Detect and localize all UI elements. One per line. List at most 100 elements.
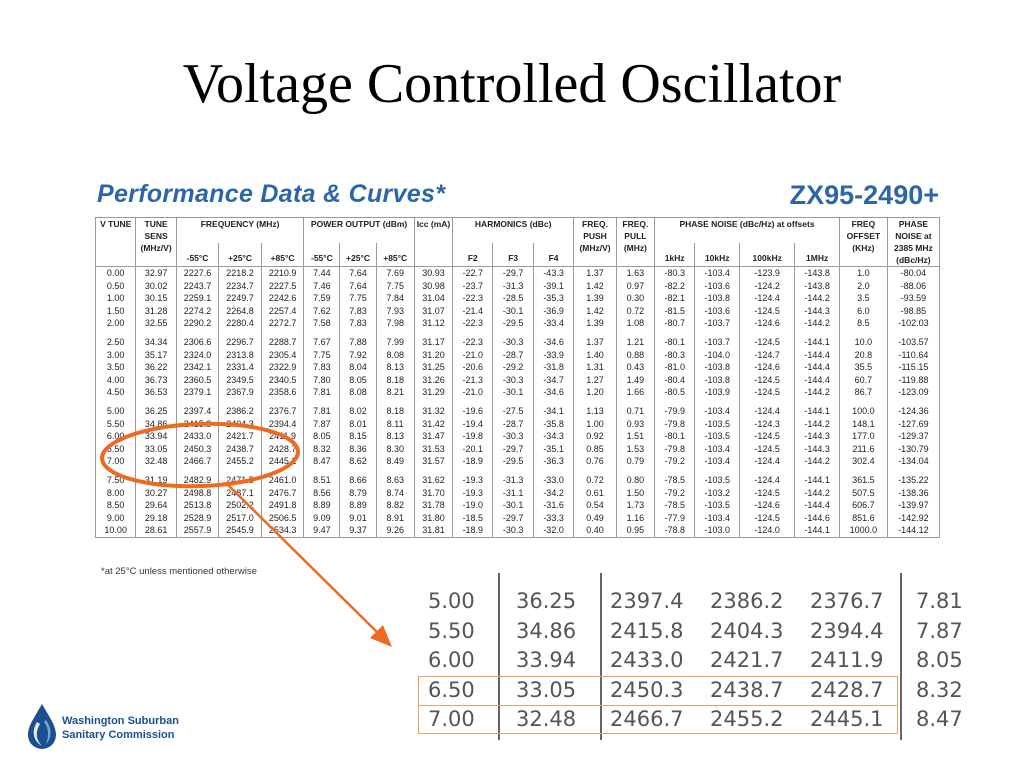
table-cell: 1.21 — [615, 329, 656, 349]
table-cell: -21.3 — [452, 373, 494, 387]
zoom-cell: 2455.2 — [710, 707, 784, 731]
table-cell: 2404.3 — [218, 417, 262, 431]
table-cell: -115.15 — [886, 361, 941, 374]
table-cell: 2324.0 — [175, 348, 220, 362]
table-cell: 9.00 — [94, 511, 137, 525]
table-cell: -144.6 — [794, 511, 840, 525]
zoom-cell: 2411.9 — [810, 648, 884, 672]
table-cell: -143.8 — [794, 279, 840, 293]
table-cell: 7.00 — [94, 455, 137, 468]
table-cell: 0.80 — [615, 467, 656, 487]
table-cell: 2455.2 — [218, 455, 262, 468]
table-cell: -129.37 — [886, 430, 941, 443]
header-freq-pull: FREQ. PULL (MHz) — [615, 217, 656, 267]
table-cell: -103.4 — [694, 266, 741, 280]
table-cell: 2557.9 — [175, 524, 220, 538]
zoom-cell: 2421.7 — [710, 648, 784, 672]
table-cell: -124.5 — [739, 386, 796, 399]
table-cell: 8.30 — [375, 442, 415, 456]
table-cell: 2421.7 — [218, 430, 262, 443]
table-cell: 36.73 — [135, 373, 177, 387]
table-cell: 2305.4 — [260, 348, 305, 362]
table-cell: -138.36 — [886, 486, 941, 500]
zoom-column-divider — [600, 573, 602, 740]
table-cell: 30.15 — [135, 292, 177, 305]
table-cell: 2445.1 — [260, 455, 305, 468]
table-cell: 1.51 — [615, 430, 656, 443]
table-cell: -80.5 — [654, 386, 696, 399]
zoom-cell: 2394.4 — [810, 618, 884, 643]
header-freq-push: FREQ. PUSH (MHz/V) — [573, 217, 617, 267]
table-cell: 31.17 — [413, 329, 454, 349]
table-cell: 1.16 — [615, 511, 656, 525]
table-cell: 2438.7 — [218, 442, 262, 456]
temp-header: +85°C — [260, 242, 305, 267]
table-cell: 5.00 — [94, 398, 137, 418]
table-cell: 2227.6 — [175, 266, 220, 280]
table-cell: 0.88 — [615, 348, 656, 362]
table-cell: 5.50 — [94, 417, 137, 431]
slide-title: Voltage Controlled Oscillator — [182, 53, 842, 115]
table-cell: -88.06 — [886, 279, 941, 293]
table-cell: -35.8 — [532, 417, 575, 431]
performance-table: V TUNE TUNE SENS (MHz/V) FREQUENCY (MHz)… — [94, 217, 941, 538]
table-cell: 0.93 — [615, 417, 656, 431]
table-cell: -28.5 — [492, 292, 534, 305]
table-cell: 2433.0 — [175, 430, 220, 443]
table-cell: 30.98 — [413, 279, 454, 293]
table-cell: 2322.9 — [260, 361, 305, 374]
table-cell: -35.3 — [532, 292, 575, 305]
table-cell: 86.7 — [838, 386, 888, 399]
table-cell: -144.2 — [794, 317, 840, 330]
table-cell: -21.0 — [452, 348, 494, 362]
table-cell: -19.4 — [452, 417, 494, 431]
table-cell: -124.5 — [739, 329, 796, 349]
table-cell: -30.3 — [492, 373, 534, 387]
table-cell: -144.2 — [794, 292, 840, 305]
table-cell: 0.97 — [615, 279, 656, 293]
table-cell: 8.13 — [375, 430, 415, 443]
table-cell: -80.3 — [654, 266, 696, 280]
table-cell: -29.7 — [492, 442, 534, 456]
table-cell: 1.40 — [573, 348, 617, 362]
table-cell: -30.1 — [492, 499, 534, 512]
table-cell: 8.08 — [375, 348, 415, 362]
table-cell: 60.7 — [838, 373, 888, 387]
table-cell: -33.4 — [532, 317, 575, 330]
table-cell: 2243.7 — [175, 279, 220, 293]
zoom-cell: 6.50 — [428, 677, 475, 702]
table-cell: 9.01 — [339, 511, 377, 525]
table-cell: -139.97 — [886, 499, 941, 512]
table-cell: -143.8 — [794, 266, 840, 280]
table-cell: 31.57 — [413, 455, 454, 468]
table-cell: -21.0 — [452, 386, 494, 399]
table-cell: 7.58 — [303, 317, 341, 330]
table-cell: 8.5 — [838, 317, 888, 330]
header-v-tune: V TUNE — [94, 217, 137, 267]
table-cell: -31.3 — [492, 467, 534, 487]
table-cell: 2272.7 — [260, 317, 305, 330]
table-cell: 8.05 — [339, 373, 377, 387]
table-cell: -79.9 — [654, 398, 696, 418]
table-cell: 7.64 — [339, 266, 377, 280]
table-cell: 32.48 — [135, 455, 177, 468]
logo-line-2: Sanitary Commission — [62, 729, 175, 741]
table-cell: -103.4 — [694, 398, 741, 418]
table-cell: 31.47 — [413, 430, 454, 443]
table-cell: 2476.7 — [260, 486, 305, 500]
table-cell: 2450.3 — [175, 442, 220, 456]
table-cell: 2288.7 — [260, 329, 305, 349]
table-cell: -103.6 — [694, 304, 741, 318]
table-cell: -144.4 — [794, 373, 840, 387]
phase-noise-offset-header: 1MHz — [794, 242, 840, 267]
header-power-output: POWER OUTPUT (dBm) — [303, 217, 415, 243]
table-cell: -124.7 — [739, 348, 796, 362]
table-cell: 8.08 — [339, 386, 377, 399]
table-row: 5.50 34.86 2415.8 2404.3 2394.4 7.87 8.01 8.11 3… — [94, 417, 941, 431]
table-cell: -31.3 — [492, 279, 534, 293]
table-cell: 7.84 — [375, 292, 415, 305]
table-cell: -34.7 — [532, 373, 575, 387]
table-cell: -124.4 — [739, 292, 796, 305]
table-cell: -18.9 — [452, 524, 494, 538]
table-cell: -78.8 — [654, 524, 696, 538]
